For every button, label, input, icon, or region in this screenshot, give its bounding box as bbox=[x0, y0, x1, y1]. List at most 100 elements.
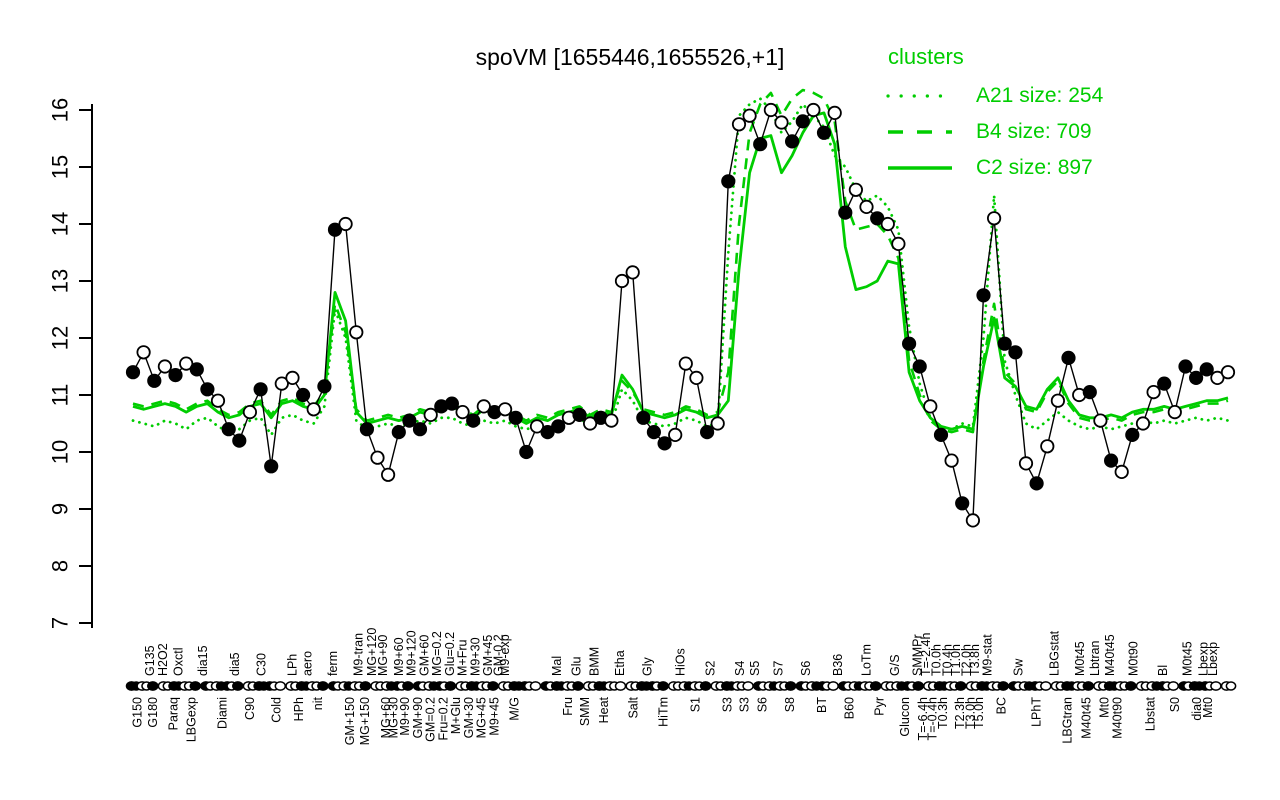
x-condition-label: S3 bbox=[737, 697, 751, 712]
gene-marker bbox=[455, 404, 470, 420]
gene-marker bbox=[200, 382, 215, 397]
x-condition-label: MG+120 bbox=[365, 628, 379, 676]
y-tick-label: 13 bbox=[48, 269, 73, 293]
gene-marker bbox=[423, 407, 438, 422]
x-condition-label: T5.0h bbox=[972, 697, 986, 729]
gene-marker bbox=[625, 265, 640, 280]
legend-entry-b4: B4 size: 709 bbox=[886, 114, 1103, 150]
x-condition-label: Cold bbox=[270, 697, 284, 723]
gene-marker bbox=[157, 359, 172, 374]
x-condition-label: G180 bbox=[146, 697, 160, 728]
x-condition-label: T3.8h bbox=[968, 644, 982, 676]
x-condition-label: dia15 bbox=[196, 645, 210, 676]
x-condition-label: GM+45 bbox=[481, 635, 495, 676]
x-condition-label: dia5 bbox=[228, 652, 242, 676]
gene-marker bbox=[168, 367, 183, 383]
gene-marker bbox=[466, 413, 481, 428]
gene-marker bbox=[285, 370, 300, 385]
legend-title: clusters bbox=[888, 44, 964, 69]
gene-marker bbox=[1199, 362, 1214, 377]
x-condition-label: Paraq bbox=[166, 697, 180, 730]
rug-marker bbox=[147, 681, 159, 691]
gene-marker bbox=[976, 288, 991, 303]
gene-marker bbox=[997, 336, 1012, 351]
gene-marker bbox=[1178, 359, 1193, 374]
x-condition-label: GM=0.2 bbox=[424, 697, 438, 742]
x-condition-label: Fru bbox=[561, 697, 575, 716]
gene-marker bbox=[370, 450, 385, 465]
rug-marker bbox=[359, 681, 372, 691]
y-tick-label: 15 bbox=[48, 155, 73, 179]
legend-entry-label: B4 size: 709 bbox=[976, 120, 1092, 143]
gene-marker bbox=[1104, 453, 1119, 468]
gene-marker bbox=[1210, 370, 1225, 385]
x-condition-label: T2.0h bbox=[960, 644, 974, 676]
gene-marker bbox=[880, 216, 895, 232]
x-condition-label: dia0 bbox=[1190, 697, 1204, 721]
x-condition-label: T0.3h bbox=[936, 697, 950, 729]
x-condition-label: M9+60 bbox=[392, 637, 406, 676]
x-condition-label: T0.0h bbox=[930, 644, 944, 676]
x-condition-label: S6 bbox=[755, 697, 769, 712]
x-condition-label: HiOs bbox=[674, 648, 688, 676]
x-condition-label: GM+60 bbox=[417, 635, 431, 676]
gene-marker bbox=[380, 467, 396, 482]
gene-marker bbox=[604, 413, 619, 428]
y-tick-label: 11 bbox=[48, 384, 73, 407]
x-condition-label: S6 bbox=[799, 661, 813, 676]
gene-marker bbox=[1029, 476, 1044, 491]
x-condition-label: C30 bbox=[255, 653, 269, 676]
gene-marker bbox=[614, 273, 630, 289]
gene-marker bbox=[986, 211, 1002, 226]
x-condition-label: Bl bbox=[1156, 665, 1170, 676]
rug-marker bbox=[1167, 681, 1180, 691]
gene-marker bbox=[838, 205, 853, 220]
gene-marker bbox=[147, 373, 162, 388]
x-condition-label: M/G bbox=[508, 697, 522, 721]
rug-marker bbox=[997, 681, 1009, 691]
gene-marker bbox=[1093, 413, 1108, 428]
x-condition-label: BC bbox=[995, 697, 1009, 714]
x-condition-label: SMM bbox=[578, 697, 592, 726]
x-condition-label: T=-0.4h bbox=[926, 697, 940, 740]
gene-marker bbox=[816, 125, 832, 140]
gene-marker bbox=[221, 422, 236, 437]
gene-marker bbox=[1146, 384, 1161, 400]
x-condition-label: GM-0.2 bbox=[492, 634, 506, 676]
gene-marker bbox=[731, 117, 747, 132]
rug-marker bbox=[487, 681, 499, 691]
gene-marker bbox=[1167, 404, 1182, 420]
gene-marker bbox=[1189, 370, 1204, 385]
x-condition-label: G/S bbox=[888, 654, 902, 676]
gene-marker bbox=[402, 413, 417, 428]
x-condition-label: Mt0 bbox=[1201, 697, 1215, 718]
y-tick-label: 10 bbox=[48, 440, 73, 464]
gene-marker bbox=[582, 416, 598, 431]
chart-title: spoVM [1655446,1655526,+1] bbox=[475, 44, 785, 70]
x-condition-label: M+Glu bbox=[449, 697, 463, 734]
x-condition-label: M9+120 bbox=[405, 630, 419, 676]
x-condition-label: M0t45 bbox=[1181, 641, 1195, 676]
dashed-line-icon bbox=[888, 130, 952, 134]
y-tick-label: 8 bbox=[48, 560, 73, 572]
rug-marker bbox=[742, 681, 754, 691]
gene-marker bbox=[242, 404, 257, 420]
x-condition-label: G135 bbox=[143, 645, 157, 676]
x-condition-label: S4 bbox=[733, 661, 747, 676]
y-tick-label: 16 bbox=[48, 98, 73, 122]
gene-marker bbox=[306, 402, 321, 417]
x-condition-label: T=-6.4h bbox=[916, 697, 930, 740]
x-condition-label: G150 bbox=[130, 697, 144, 728]
cluster-line-a21 bbox=[131, 97, 1230, 437]
x-condition-label: Heat bbox=[597, 696, 611, 723]
gene-marker bbox=[540, 424, 555, 440]
gene-marker bbox=[784, 134, 800, 149]
x-condition-label: LPhT bbox=[1030, 697, 1044, 727]
gene-marker bbox=[179, 356, 194, 371]
x-condition-label: Lbstat bbox=[1143, 696, 1157, 731]
gene-marker bbox=[497, 402, 513, 417]
gene-marker bbox=[668, 427, 683, 442]
gene-marker bbox=[848, 182, 864, 197]
